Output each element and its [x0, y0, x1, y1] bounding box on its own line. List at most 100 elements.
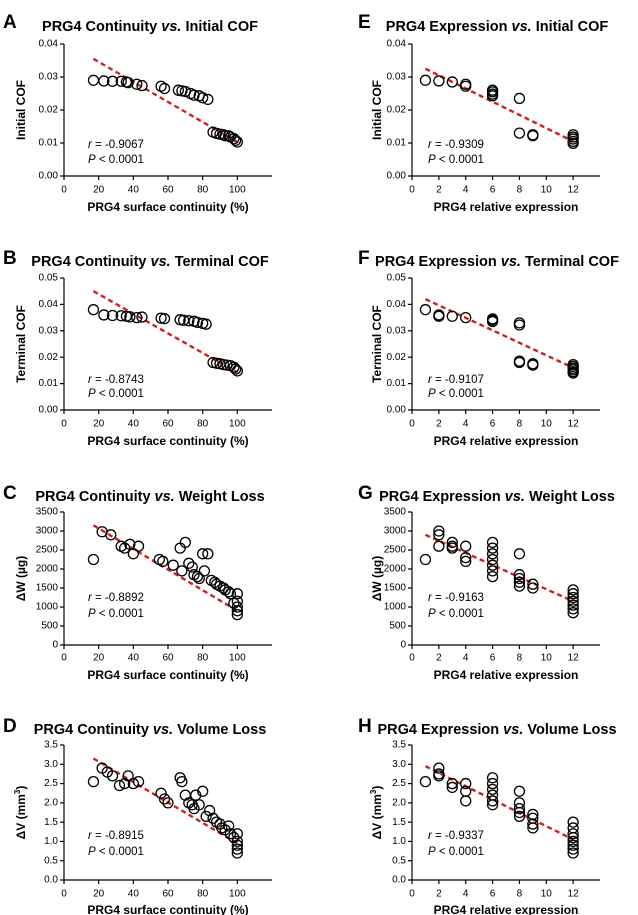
data-point [158, 313, 171, 325]
panel-letter: H [358, 716, 372, 737]
data-point [486, 789, 499, 801]
y-tick-label: 0.01 [39, 138, 59, 149]
data-point [513, 806, 526, 819]
x-tick-label: 60 [162, 653, 174, 664]
data-point [231, 601, 243, 613]
y-axis-label: Terminal COF [370, 305, 384, 383]
y-tick-label: 0.03 [39, 325, 59, 336]
data-point [131, 78, 143, 90]
r-value: = -0.9337 [432, 830, 484, 842]
data-point [486, 90, 499, 102]
chart-title-right: Volume Loss [173, 722, 266, 738]
y-tick-label: 2500 [384, 545, 407, 556]
data-point [513, 576, 526, 588]
p-symbol: P [428, 388, 436, 400]
y-axis-label-end: ) [14, 786, 28, 790]
x-tick-label: 0 [409, 653, 415, 664]
data-point [197, 548, 209, 560]
x-tick-label: 4 [463, 185, 469, 196]
data-point [486, 315, 499, 328]
x-tick-label: 0 [409, 419, 415, 430]
chart-title-vs: vs. [155, 489, 175, 505]
data-point [513, 810, 526, 823]
data-point [231, 595, 243, 607]
chart-title: PRG4 Continuity vs. Weight Loss [35, 489, 264, 505]
y-tick-label: 0.02 [387, 352, 407, 363]
data-point [567, 603, 579, 615]
y-tick-label: 1.0 [392, 836, 406, 847]
x-axis-label: PRG4 surface continuity (%) [87, 434, 248, 448]
r-value: = -0.9309 [432, 139, 484, 151]
x-tick-label: 60 [162, 185, 174, 196]
x-tick-label: 6 [490, 889, 496, 900]
y-axis-label: ΔW (µg) [14, 556, 28, 602]
correlation-r: r = -0.9309 [428, 139, 484, 151]
chart-title-vs: vs. [153, 722, 173, 738]
data-point [486, 542, 499, 554]
y-axis-label-main: ΔV (mm [14, 794, 28, 839]
x-tick-label: 8 [517, 419, 523, 430]
p-symbol: P [88, 846, 96, 858]
y-tick-label: 0.01 [39, 378, 59, 389]
data-point [155, 787, 167, 799]
y-tick-label: 0.00 [387, 405, 407, 416]
x-tick-label: 10 [541, 185, 553, 196]
x-axis-label: PRG4 relative expression [434, 200, 579, 214]
y-tick-label: 3000 [36, 526, 59, 537]
data-point [446, 310, 458, 322]
data-point [486, 777, 499, 790]
data-point [202, 93, 214, 106]
data-point [513, 785, 526, 797]
chart-title-left: PRG4 Expression [377, 722, 503, 738]
data-point [486, 570, 499, 583]
y-tick-label: 500 [41, 621, 58, 632]
y-tick-label: 0.00 [387, 171, 407, 182]
data-point [115, 310, 127, 322]
y-tick-label: 0 [52, 640, 58, 651]
data-point [179, 536, 191, 549]
p-symbol: P [88, 388, 96, 400]
data-point [122, 770, 134, 782]
p-value: P < 0.0001 [88, 154, 144, 166]
x-tick-label: 40 [128, 185, 140, 196]
panel-b: B PRG4 Continuity vs. Terminal COF 0.00 0.0… [3, 248, 272, 448]
data-point [106, 75, 119, 87]
x-tick-label: 40 [128, 419, 140, 430]
y-tick-label: 0.02 [39, 352, 59, 363]
chart-title-right: Volume Loss [523, 722, 616, 738]
data-point [433, 770, 445, 782]
x-tick-label: 100 [229, 889, 246, 900]
p-symbol: P [88, 608, 96, 620]
x-tick-label: 40 [128, 889, 140, 900]
data-point [191, 570, 204, 583]
panel-e: E PRG4 Expression vs. Initial COF 0.00 0.01… [358, 12, 608, 214]
y-axis-label-superscript: 3 [13, 789, 22, 794]
regression-fit-line [424, 298, 574, 369]
chart-title-right: Initial COF [181, 19, 258, 35]
y-tick-label: 1500 [384, 583, 407, 594]
r-symbol: r [428, 592, 433, 604]
chart-title-vs: vs. [151, 254, 171, 270]
data-point [567, 847, 579, 859]
data-point [202, 548, 214, 560]
x-tick-label: 100 [229, 419, 246, 430]
y-axis-label-superscript: 3 [369, 789, 378, 794]
y-tick-label: 3.0 [392, 759, 406, 770]
data-point [190, 789, 202, 801]
data-point [446, 542, 458, 554]
r-value: = -0.8915 [92, 830, 144, 842]
r-value: = -0.9067 [92, 139, 144, 151]
data-point [486, 783, 499, 796]
data-point [419, 74, 432, 86]
y-tick-label: 0.02 [387, 105, 407, 116]
chart-title: PRG4 Expression vs. Terminal COF [375, 254, 619, 270]
data-point [191, 316, 204, 329]
chart-title-left: PRG4 Continuity [42, 19, 161, 35]
p-value-text: < 0.0001 [436, 154, 484, 166]
r-value: = -0.8892 [92, 592, 144, 604]
data-point [231, 136, 243, 148]
x-tick-label: 12 [568, 653, 580, 664]
data-point [433, 762, 445, 774]
x-tick-label: 8 [517, 889, 523, 900]
data-point [122, 76, 134, 89]
